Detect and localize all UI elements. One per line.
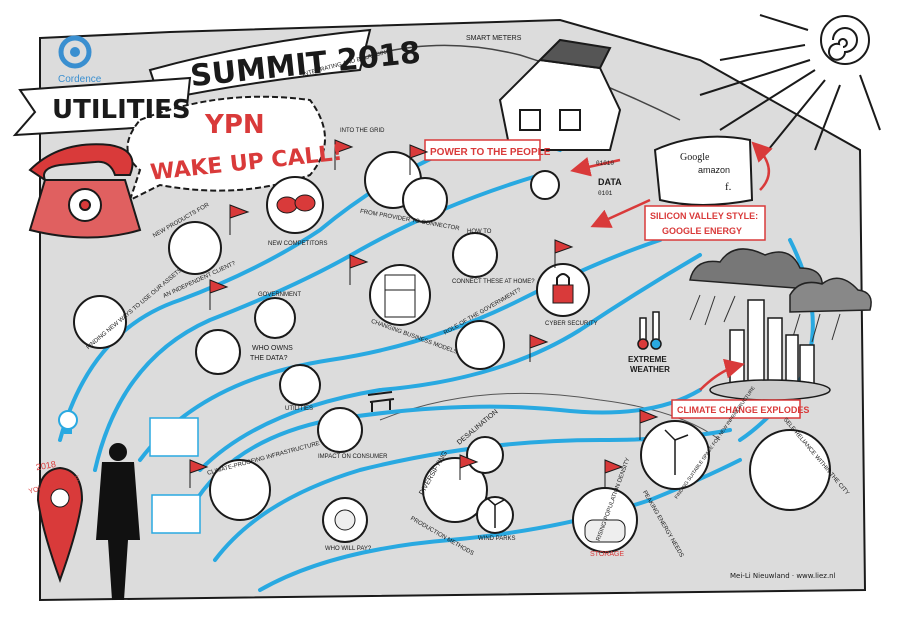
caption-extreme-2: WEATHER <box>630 365 670 374</box>
headline-bubble <box>126 95 326 202</box>
caption-impact: IMPACT ON CONSUMER <box>318 454 388 460</box>
euro-icon <box>334 509 356 531</box>
caption-silicon-2: GOOGLE ENERGY <box>662 226 742 236</box>
data-bits-1: 01010 <box>596 160 614 167</box>
solar-house-icon <box>498 38 622 151</box>
caption-wind: WIND PARKS <box>478 536 516 542</box>
caption-connect-1: HOW TO <box>467 229 492 235</box>
cordence-logo <box>58 35 92 69</box>
banner-utilities: UTILITIES <box>52 95 191 125</box>
red-flags <box>189 139 659 488</box>
caption-extreme-1: EXTREME <box>628 355 667 364</box>
telephone-icon <box>28 143 142 239</box>
caption-into-grid: INTO THE GRID <box>340 128 385 134</box>
lightbulb-icon <box>58 410 78 434</box>
caption-utilities: UTILITIES <box>285 406 313 412</box>
thermometer-icon <box>637 311 662 350</box>
caption-who-owns-2: THE DATA? <box>250 355 288 362</box>
data-bits-2: 0101 <box>598 190 613 197</box>
hills <box>329 44 681 121</box>
brand-name: Cordence <box>58 74 102 85</box>
caption-new-competitors: NEW COMPETITORS <box>268 241 328 247</box>
year-label: 2018 <box>35 459 56 472</box>
tech-giants-screen <box>653 135 754 206</box>
brand-amazon: amazon <box>698 165 730 175</box>
bench-icon <box>367 391 395 412</box>
wind-turbine-icon <box>486 429 689 528</box>
caption-government: GOVERNMENT <box>258 292 301 298</box>
caption-who-owns-1: WHO OWNS <box>252 345 293 352</box>
sun-icon <box>699 14 881 161</box>
red-arrows <box>570 141 773 391</box>
caption-cyber: CYBER SECURITY <box>545 321 598 327</box>
brand-google: Google <box>680 152 710 163</box>
caption-storage: STORAGE <box>590 551 624 558</box>
fridge-icon <box>384 274 416 318</box>
city-skyline-icon <box>709 299 831 401</box>
caption-who-pays: WHO WILL PAY? <box>325 546 372 552</box>
checklist-notes <box>149 417 201 534</box>
artist-credit: Mei-Li Nieuwland · www.liez.nl <box>730 572 836 580</box>
caption-power: POWER TO THE PEOPLE <box>430 147 551 158</box>
location-pin-icon <box>36 466 84 583</box>
data-label: DATA <box>598 177 622 187</box>
caption-connect-2: CONNECT THESE AT HOME? <box>452 279 535 285</box>
caption-climate: CLIMATE CHANGE EXPLODES <box>677 405 809 415</box>
padlock-icon <box>552 273 574 304</box>
businessman-figure <box>96 443 140 600</box>
power-caption-box <box>424 139 541 161</box>
brand-facebook: f. <box>725 181 732 193</box>
boxing-gloves-icon <box>276 194 316 214</box>
climate-caption-box <box>671 399 801 419</box>
headline-ypn: YPN <box>204 110 265 140</box>
storm-cloud-icon <box>689 248 872 343</box>
caption-smart-meters: SMART METERS <box>466 35 522 42</box>
silicon-caption-box <box>644 205 766 241</box>
caption-silicon-1: SILICON VALLEY STYLE: <box>650 211 758 221</box>
battery-storage-icon <box>584 519 626 543</box>
